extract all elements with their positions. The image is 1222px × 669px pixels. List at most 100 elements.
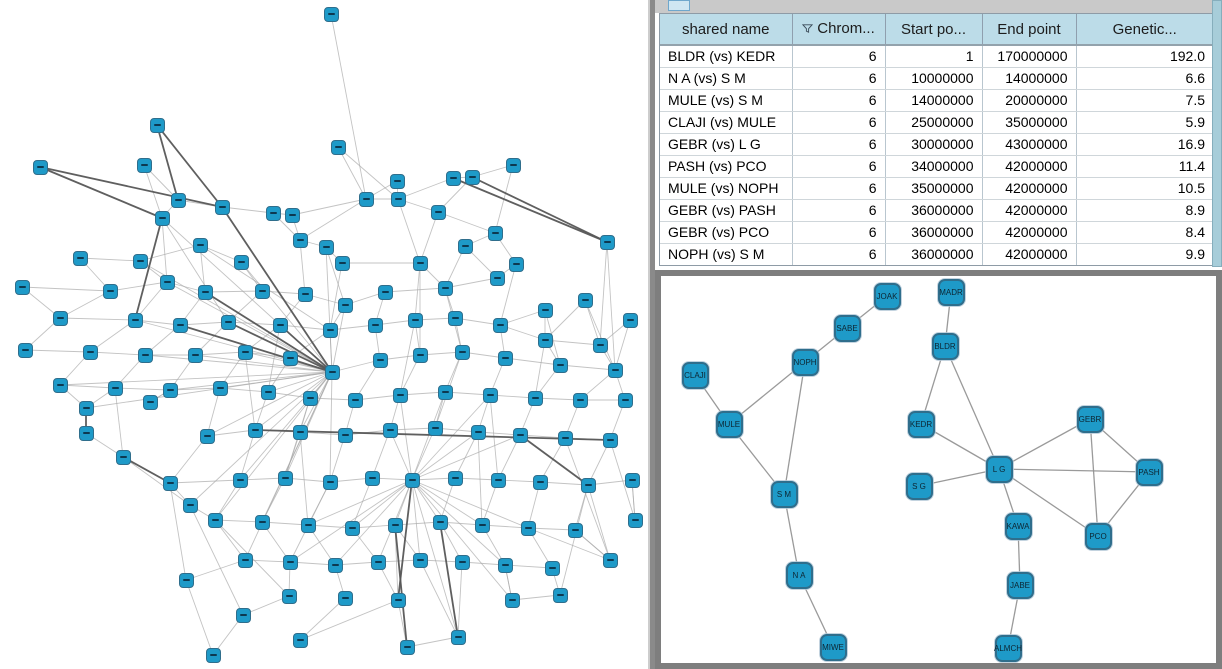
node-n-a[interactable]: N A	[785, 561, 813, 589]
table-cell[interactable]: 6	[792, 221, 886, 244]
network-node[interactable]	[389, 173, 405, 189]
network-overview-panel[interactable]	[0, 0, 648, 669]
network-node[interactable]	[624, 472, 640, 488]
network-node[interactable]	[323, 6, 339, 22]
network-node[interactable]	[504, 592, 520, 608]
network-node[interactable]	[497, 350, 513, 366]
table-cell[interactable]: N A (vs) S M	[660, 67, 793, 90]
network-node[interactable]	[170, 192, 186, 208]
network-node[interactable]	[412, 552, 428, 568]
table-cell[interactable]: 20000000	[982, 89, 1077, 112]
network-node[interactable]	[247, 422, 263, 438]
network-node[interactable]	[220, 314, 236, 330]
table-cell[interactable]: 14000000	[885, 89, 983, 112]
network-node[interactable]	[412, 347, 428, 363]
network-node[interactable]	[464, 169, 480, 185]
network-node[interactable]	[364, 470, 380, 486]
network-node[interactable]	[207, 512, 223, 528]
network-node[interactable]	[182, 497, 198, 513]
network-node[interactable]	[437, 384, 453, 400]
panel-splitter[interactable]	[648, 0, 655, 669]
network-node[interactable]	[205, 647, 221, 663]
network-node[interactable]	[607, 362, 623, 378]
network-node[interactable]	[337, 297, 353, 313]
node-miwe[interactable]: MIWE	[819, 633, 847, 661]
column-header-genetic[interactable]: Genetic...	[1076, 14, 1213, 46]
network-node[interactable]	[14, 279, 30, 295]
table-cell[interactable]: NOPH (vs) S M	[660, 243, 793, 265]
network-node[interactable]	[297, 286, 313, 302]
network-node[interactable]	[622, 312, 638, 328]
network-node[interactable]	[572, 392, 588, 408]
network-node[interactable]	[447, 310, 463, 326]
network-node[interactable]	[232, 472, 248, 488]
table-row[interactable]: GEBR (vs) PASH 6 36000000 42000000 8.9	[660, 199, 1213, 222]
column-header-end-point[interactable]: End point	[982, 14, 1077, 46]
table-cell[interactable]: 6	[792, 67, 886, 90]
table-cell[interactable]: 42000000	[982, 177, 1077, 200]
table-cell[interactable]: 6	[792, 155, 886, 178]
network-node[interactable]	[199, 428, 215, 444]
column-header-shared-name[interactable]: shared name	[660, 14, 793, 46]
network-node[interactable]	[137, 347, 153, 363]
network-node[interactable]	[527, 390, 543, 406]
network-node[interactable]	[72, 250, 88, 266]
network-node[interactable]	[322, 322, 338, 338]
network-node[interactable]	[505, 157, 521, 173]
network-node[interactable]	[377, 284, 393, 300]
network-node[interactable]	[344, 520, 360, 536]
network-node[interactable]	[577, 292, 593, 308]
network-node[interactable]	[300, 517, 316, 533]
network-node[interactable]	[52, 377, 68, 393]
table-cell[interactable]: 35000000	[885, 177, 983, 200]
network-node[interactable]	[136, 157, 152, 173]
table-cell[interactable]: 16.9	[1076, 133, 1213, 156]
node-l-g[interactable]: L G	[985, 455, 1013, 483]
network-node[interactable]	[482, 387, 498, 403]
node-pash[interactable]: PASH	[1135, 458, 1163, 486]
network-node[interactable]	[254, 514, 270, 530]
network-node[interactable]	[367, 317, 383, 333]
network-detail-panel[interactable]: JOAK MADR SABE NOPH BLDR CLAJI MULE KEDR GEBR L G…	[655, 270, 1222, 669]
table-row[interactable]: CLAJI (vs) MULE 6 25000000 35000000 5.9	[660, 111, 1213, 134]
network-node[interactable]	[281, 588, 297, 604]
network-node[interactable]	[407, 312, 423, 328]
table-cell[interactable]: 6	[792, 133, 886, 156]
network-node[interactable]	[284, 207, 300, 223]
network-node[interactable]	[512, 427, 528, 443]
network-node[interactable]	[399, 639, 415, 655]
network-detail-canvas[interactable]: JOAK MADR SABE NOPH BLDR CLAJI MULE KEDR GEBR L G…	[661, 276, 1216, 663]
table-cell[interactable]: 170000000	[982, 45, 1077, 68]
network-node[interactable]	[330, 139, 346, 155]
table-cell[interactable]: 30000000	[885, 133, 983, 156]
network-node[interactable]	[292, 632, 308, 648]
table-cell[interactable]: MULE (vs) NOPH	[660, 177, 793, 200]
network-node[interactable]	[235, 607, 251, 623]
network-node[interactable]	[337, 427, 353, 443]
table-cell[interactable]: GEBR (vs) PASH	[660, 199, 793, 222]
table-cell[interactable]: CLAJI (vs) MULE	[660, 111, 793, 134]
table-cell[interactable]: 35000000	[982, 111, 1077, 134]
network-node[interactable]	[254, 283, 270, 299]
table-cell[interactable]: MULE (vs) S M	[660, 89, 793, 112]
network-node[interactable]	[318, 239, 334, 255]
network-node[interactable]	[454, 554, 470, 570]
network-node[interactable]	[390, 592, 406, 608]
table-cell[interactable]: 34000000	[885, 155, 983, 178]
funnel-icon[interactable]	[802, 21, 814, 38]
network-node[interactable]	[212, 380, 228, 396]
network-node[interactable]	[282, 554, 298, 570]
network-node[interactable]	[580, 477, 596, 493]
table-cell[interactable]: 36000000	[885, 221, 983, 244]
table-cell[interactable]: 36000000	[885, 243, 983, 265]
table-cell[interactable]: 36000000	[885, 199, 983, 222]
network-node[interactable]	[457, 238, 473, 254]
table-cell[interactable]: GEBR (vs) L G	[660, 133, 793, 156]
network-node[interactable]	[544, 560, 560, 576]
network-node[interactable]	[233, 254, 249, 270]
network-node[interactable]	[382, 422, 398, 438]
table-cell[interactable]: 192.0	[1076, 45, 1213, 68]
table-cell[interactable]: PASH (vs) PCO	[660, 155, 793, 178]
table-row[interactable]: MULE (vs) S M 6 14000000 20000000 7.5	[660, 89, 1213, 112]
network-overview-canvas[interactable]	[0, 0, 648, 669]
